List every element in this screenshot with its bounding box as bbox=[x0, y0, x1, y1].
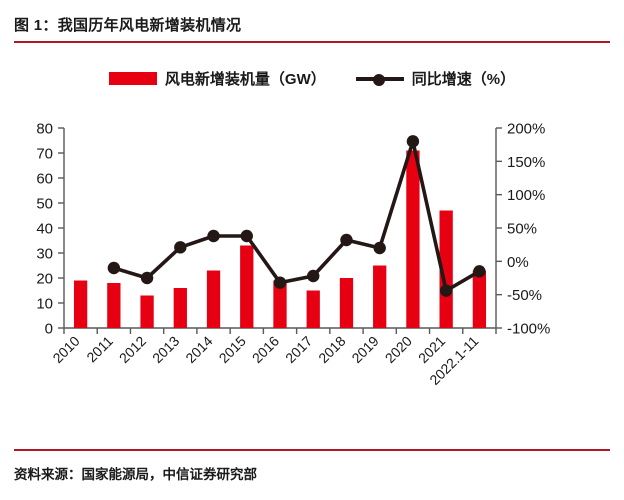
figure-source: 资料来源：国家能源局，中信证券研究部 bbox=[14, 467, 257, 482]
left-axis-tick-label: 50 bbox=[36, 196, 53, 213]
left-axis-tick-label: 10 bbox=[36, 296, 53, 313]
x-axis-label-2017: 2017 bbox=[282, 333, 315, 366]
x-axis-label-2012: 2012 bbox=[116, 333, 149, 366]
legend-label-line-series: 同比增速（%） bbox=[411, 71, 516, 88]
growth-rate-point-2020 bbox=[406, 135, 420, 148]
legend-item-line-series: 同比增速（%） bbox=[355, 68, 516, 89]
growth-rate-point-2017 bbox=[307, 269, 320, 283]
left-axis-tick-label: 60 bbox=[36, 171, 53, 188]
left-axis-tick-label: 30 bbox=[36, 246, 53, 263]
bar-2020 bbox=[406, 150, 420, 328]
bar-2021 bbox=[439, 210, 453, 328]
left-axis-tick-label: 0 bbox=[45, 321, 53, 338]
bar-2012 bbox=[140, 295, 154, 328]
x-axis-label-2020: 2020 bbox=[382, 333, 415, 366]
x-axis-label-2016: 2016 bbox=[249, 333, 282, 366]
title-divider-top bbox=[14, 41, 610, 43]
right-axis-tick-label: 200% bbox=[507, 121, 545, 138]
growth-rate-point-2013 bbox=[174, 241, 187, 254]
right-axis-tick-label: -50% bbox=[507, 287, 542, 304]
growth-rate-point-2012 bbox=[140, 271, 154, 285]
growth-rate-point-2022.1-11 bbox=[473, 265, 486, 278]
growth-rate-point-2015 bbox=[240, 229, 253, 243]
bar-2019 bbox=[373, 265, 387, 328]
growth-rate-point-2014 bbox=[207, 229, 220, 243]
growth-rate-point-2021 bbox=[439, 284, 453, 297]
x-axis-label-2010: 2010 bbox=[49, 333, 82, 366]
right-axis-tick-label: 150% bbox=[507, 154, 545, 171]
bar-2013 bbox=[173, 288, 187, 328]
legend-bar-swatch-icon bbox=[108, 72, 157, 85]
x-axis-label-2018: 2018 bbox=[315, 333, 348, 366]
legend-line-swatch-icon bbox=[355, 72, 404, 86]
left-axis-tick-label: 70 bbox=[36, 146, 53, 163]
x-axis-label-2014: 2014 bbox=[182, 333, 215, 366]
right-axis-tick-label: 100% bbox=[507, 187, 545, 204]
x-axis-label-2019: 2019 bbox=[348, 333, 381, 366]
x-axis-label-2015: 2015 bbox=[216, 333, 249, 366]
bar-2016 bbox=[273, 280, 287, 328]
bar-2018 bbox=[339, 278, 354, 328]
growth-rate-point-2018 bbox=[340, 233, 353, 247]
right-axis-tick-label: -100% bbox=[507, 321, 550, 338]
left-axis-tick-label: 20 bbox=[36, 271, 53, 288]
x-axis-label-2011: 2011 bbox=[83, 333, 116, 366]
growth-rate-point-2016 bbox=[273, 276, 287, 289]
chart-plot-area: 0 10 20 30 40 50 60 70 80 -100% -50% 0% 50% 100% 150% 2… bbox=[0, 104, 624, 434]
left-axis-tick-label: 80 bbox=[36, 121, 53, 138]
bar-2011 bbox=[107, 283, 121, 328]
bar-2014 bbox=[206, 270, 221, 328]
right-axis-tick-label: 50% bbox=[507, 221, 537, 238]
legend-item-bar-series: 风电新增装机量（GW） bbox=[108, 68, 326, 89]
growth-rate-point-2011 bbox=[107, 261, 121, 275]
x-axis-label-2013: 2013 bbox=[149, 333, 182, 366]
source-divider-bottom bbox=[14, 449, 610, 451]
figure-title: 图 1：我国历年风电新增装机情况 bbox=[14, 17, 242, 34]
combo-chart: 0 10 20 30 40 50 60 70 80 -100% -50% 0% 50% 100% 150% 2… bbox=[36, 121, 550, 388]
bar-2010 bbox=[73, 280, 88, 328]
bar-2022.1-11 bbox=[472, 270, 487, 328]
right-axis-tick-label: 0% bbox=[507, 254, 529, 271]
left-axis-tick-label: 40 bbox=[36, 221, 53, 238]
chart-legend: 风电新增装机量（GW） 同比增速（%） bbox=[0, 68, 624, 89]
bar-2017 bbox=[306, 290, 320, 328]
legend-label-bar-series: 风电新增装机量（GW） bbox=[164, 71, 326, 88]
bar-2015 bbox=[240, 245, 254, 328]
growth-rate-point-2019 bbox=[373, 241, 386, 255]
growth-rate-line bbox=[112, 139, 482, 293]
